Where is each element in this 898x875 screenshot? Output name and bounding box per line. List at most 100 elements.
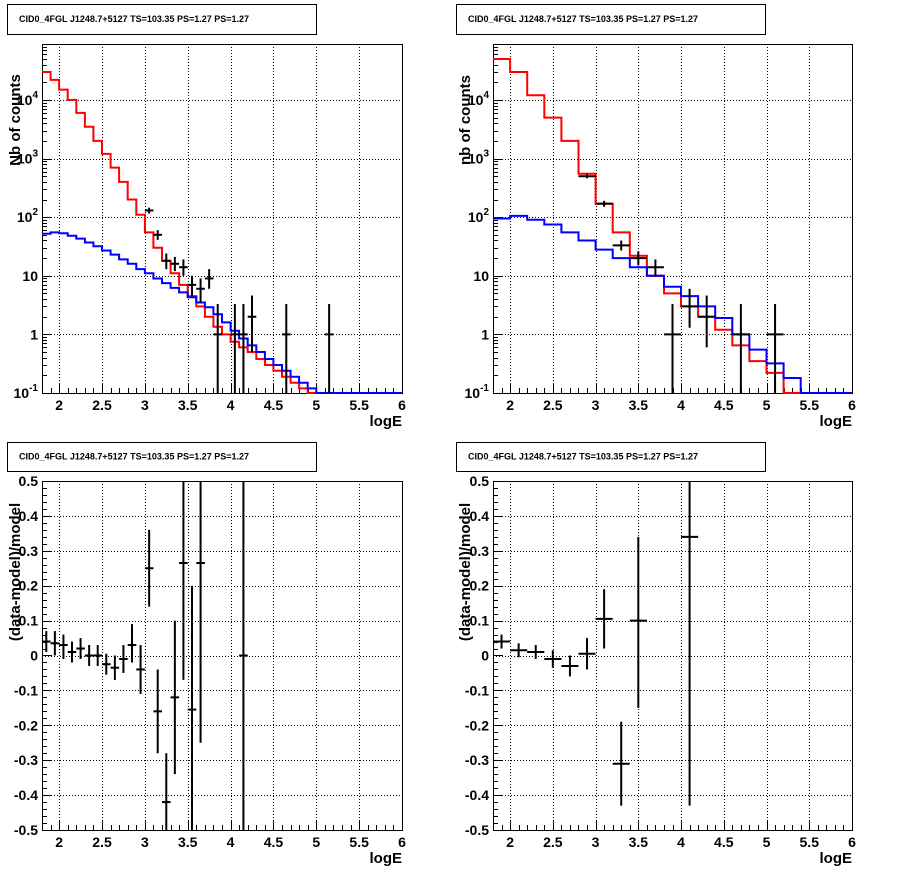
x-axis-title: logE <box>370 413 403 430</box>
data-point <box>595 200 613 207</box>
x-tick-label: 4.5 <box>264 834 284 850</box>
y-axis-title: nb of counts <box>457 75 474 165</box>
y-tick-label: 102 <box>17 207 39 225</box>
data-point <box>110 655 120 680</box>
panel-top-right: CID0_4FGL J1248.7+5127 TS=103.35 PS=1.27… <box>456 4 856 430</box>
data-point <box>42 631 51 653</box>
y-tick-label: 0.2 <box>470 578 490 594</box>
data-point <box>179 481 188 680</box>
panel-bottom-left: CID0_4FGL J1248.7+5127 TS=103.35 PS=1.27… <box>7 442 406 867</box>
data-point <box>282 303 291 393</box>
series-step-blue <box>42 231 402 394</box>
data-point <box>578 638 596 670</box>
x-tick-label: 2 <box>506 397 514 413</box>
data-point <box>187 275 197 297</box>
title-box <box>7 4 317 35</box>
data-point <box>629 251 647 266</box>
data-point <box>230 303 240 393</box>
data-point <box>153 230 162 240</box>
x-tick-label: 5 <box>763 397 771 413</box>
data-point <box>681 288 699 328</box>
data-point <box>144 529 154 607</box>
data-point <box>510 643 528 658</box>
y-tick-label: 0.1 <box>470 613 490 629</box>
data-point <box>93 645 102 666</box>
data-point <box>204 269 214 289</box>
data-point <box>196 481 205 743</box>
x-tick-label: 6 <box>398 834 406 850</box>
x-tick-label: 5 <box>312 834 320 850</box>
data-point <box>324 303 334 393</box>
y-axis-title: (data-model)/model <box>7 503 24 641</box>
y-tick-label: 10-1 <box>14 383 39 401</box>
x-tick-label: 4.5 <box>714 397 734 413</box>
plot-frame <box>42 44 403 394</box>
grid <box>42 44 402 393</box>
y-tick-label: 0.4 <box>470 508 490 524</box>
y-tick-label: 103 <box>17 149 39 167</box>
grid <box>493 481 852 830</box>
y-tick-label: 0.3 <box>19 543 39 559</box>
data-point <box>162 753 171 830</box>
data-point <box>247 295 257 353</box>
data-point <box>170 620 180 775</box>
x-tick-label: 6 <box>848 397 856 413</box>
data-point <box>561 655 579 677</box>
y-tick-label: -0.4 <box>465 787 489 803</box>
data-point <box>578 173 596 179</box>
y-tick-label: 0 <box>30 648 38 664</box>
data-point <box>102 653 111 675</box>
y-tick-label: 0.2 <box>19 578 39 594</box>
y-tick-label: 1 <box>30 326 38 342</box>
y-tick-label: -0.4 <box>14 787 38 803</box>
grid <box>42 481 402 830</box>
data-point <box>119 645 128 673</box>
x-tick-label: 4.5 <box>264 397 284 413</box>
y-tick-label: -0.2 <box>14 717 38 733</box>
x-tick-label: 5.5 <box>800 834 820 850</box>
y-tick-label: 10 <box>473 268 489 284</box>
x-tick-label: 3.5 <box>178 397 198 413</box>
x-tick-label: 4.5 <box>714 834 734 850</box>
y-tick-label: 0.4 <box>19 508 39 524</box>
data-point <box>681 481 699 806</box>
data-point <box>50 631 60 656</box>
x-tick-label: 3 <box>592 397 600 413</box>
data-point <box>698 295 716 348</box>
data-point <box>187 585 197 830</box>
data-point <box>153 669 162 754</box>
data-point <box>646 259 664 276</box>
x-tick-label: 2.5 <box>543 834 563 850</box>
x-tick-label: 6 <box>398 397 406 413</box>
series-step-red <box>42 71 402 394</box>
data-point <box>136 645 145 694</box>
panel-bottom-right: CID0_4FGL J1248.7+5127 TS=103.35 PS=1.27… <box>456 442 856 867</box>
x-tick-label: 2.5 <box>92 397 112 413</box>
data-point <box>196 278 205 303</box>
x-tick-label: 2 <box>506 834 514 850</box>
x-tick-label: 5.5 <box>800 397 820 413</box>
x-tick-label: 3.5 <box>629 834 649 850</box>
y-axis-title: Nb of counts <box>7 74 24 166</box>
data-point <box>84 645 94 666</box>
data-point <box>213 303 222 393</box>
x-axis-title: logE <box>820 413 853 430</box>
x-tick-label: 3 <box>141 834 149 850</box>
data-point <box>612 240 630 251</box>
y-tick-label: 0.5 <box>19 473 39 489</box>
y-tick-label: 104 <box>468 90 490 108</box>
chart-title: CID0_4FGL J1248.7+5127 TS=103.35 PS=1.27… <box>468 452 698 462</box>
data-point <box>629 536 647 708</box>
data-point <box>170 256 180 272</box>
y-tick-label: 10-1 <box>465 383 490 401</box>
data-point <box>527 645 545 659</box>
x-tick-label: 2 <box>55 397 63 413</box>
data-point <box>162 253 171 270</box>
chart-title: CID0_4FGL J1248.7+5127 TS=103.35 PS=1.27… <box>19 452 249 462</box>
data-point <box>67 641 77 663</box>
data-point <box>663 303 682 393</box>
y-tick-label: 0 <box>481 648 489 664</box>
x-tick-label: 5 <box>312 397 320 413</box>
x-tick-label: 4 <box>227 834 235 850</box>
x-tick-label: 3.5 <box>629 397 649 413</box>
